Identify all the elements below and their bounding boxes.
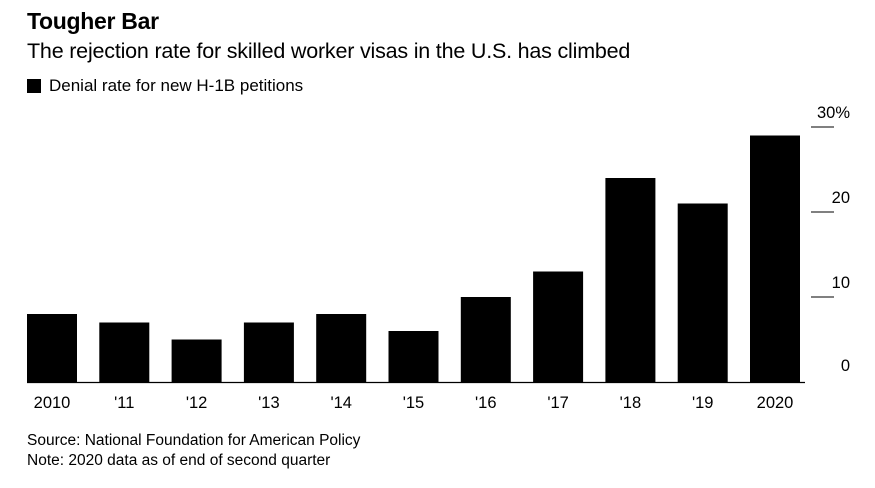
bar-8: [605, 178, 656, 382]
footnote: Note: 2020 data as of end of second quar…: [27, 452, 331, 469]
source-note: Source: National Foundation for American…: [27, 432, 361, 449]
x-tick-label: '17: [547, 394, 569, 412]
bar-0: [27, 314, 77, 382]
x-tick-label: 2020: [757, 394, 794, 412]
bar-9: [677, 203, 728, 382]
x-tick-label: '16: [475, 394, 497, 412]
x-tick-label: '11: [114, 394, 134, 412]
x-tick-label: '19: [692, 394, 714, 412]
y-tick-label: 10: [832, 274, 850, 292]
chart-title: Tougher Bar: [27, 8, 159, 34]
bar-6: [460, 297, 511, 382]
legend: Denial rate for new H-1B petitions: [27, 76, 303, 96]
x-tick-label: '18: [620, 394, 642, 412]
bar-5: [388, 331, 439, 382]
bar-2: [171, 339, 222, 382]
x-tick-label: '14: [330, 394, 352, 412]
y-tick-label: 30%: [817, 104, 850, 122]
x-tick-label: 2010: [34, 394, 71, 412]
x-tick-label: '12: [186, 394, 208, 412]
chart-subtitle: The rejection rate for skilled worker vi…: [27, 39, 631, 63]
legend-swatch: [27, 79, 41, 93]
legend-label: Denial rate for new H-1B petitions: [49, 76, 304, 95]
y-tick-label: 20: [832, 189, 850, 207]
x-tick-label: '15: [403, 394, 425, 412]
y-tick-label: 0: [841, 357, 850, 375]
bar-10: [750, 135, 800, 382]
bar-1: [99, 322, 150, 382]
bar-3: [243, 322, 294, 382]
bar-7: [533, 271, 584, 382]
bar-4: [316, 314, 367, 382]
x-tick-label: '13: [258, 394, 280, 412]
